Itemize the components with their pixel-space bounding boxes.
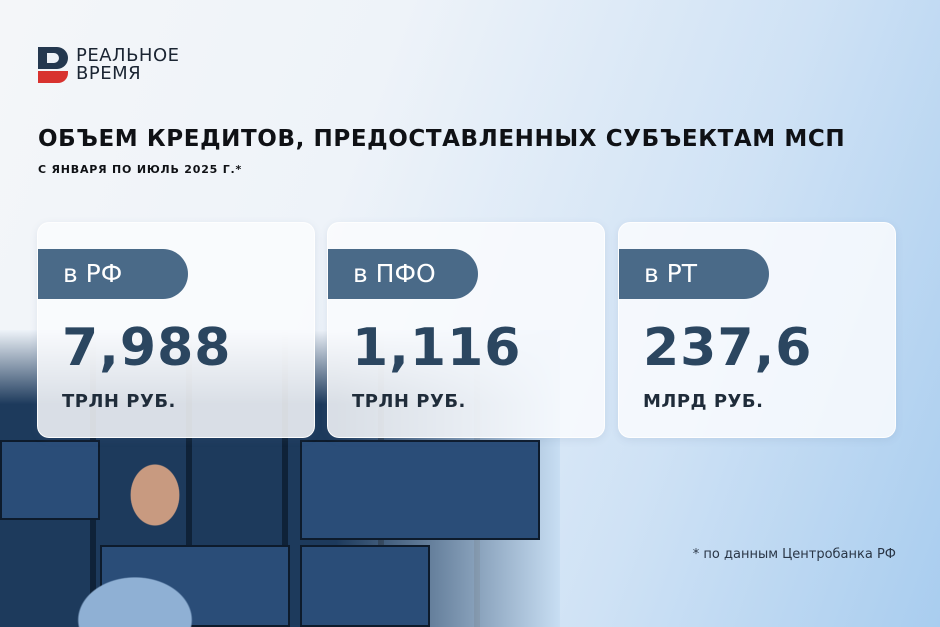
logo: РЕАЛЬНОЕ ВРЕМЯ — [38, 47, 180, 83]
page-title: ОБЪЕМ КРЕДИТОВ, ПРЕДОСТАВЛЕННЫХ СУБЪЕКТА… — [38, 126, 846, 152]
stat-card-rf: в РФ 7,988 ТРЛН РУБ. — [37, 222, 315, 438]
card-unit: ТРЛН РУБ. — [62, 391, 176, 412]
card-unit: ТРЛН РУБ. — [352, 391, 466, 412]
footnote: * по данным Центробанка РФ — [692, 547, 896, 562]
card-value: 7,988 — [62, 318, 232, 378]
stat-card-pfo: в ПФО 1,116 ТРЛН РУБ. — [327, 222, 605, 438]
card-value: 1,116 — [352, 318, 522, 378]
person-image — [60, 440, 210, 627]
card-unit: МЛРД РУБ. — [643, 391, 764, 412]
card-label: в РФ — [38, 249, 188, 299]
logo-line2: ВРЕМЯ — [76, 63, 142, 84]
logo-mark-icon — [38, 47, 68, 83]
card-value: 237,6 — [643, 318, 813, 378]
stat-card-rt: в РТ 237,6 МЛРД РУБ. — [618, 222, 896, 438]
page-subtitle: С ЯНВАРЯ ПО ИЮЛЬ 2025 Г.* — [38, 163, 243, 176]
card-label: в ПФО — [328, 249, 478, 299]
logo-line1: РЕАЛЬНОЕ — [76, 45, 180, 66]
card-label: в РТ — [619, 249, 769, 299]
